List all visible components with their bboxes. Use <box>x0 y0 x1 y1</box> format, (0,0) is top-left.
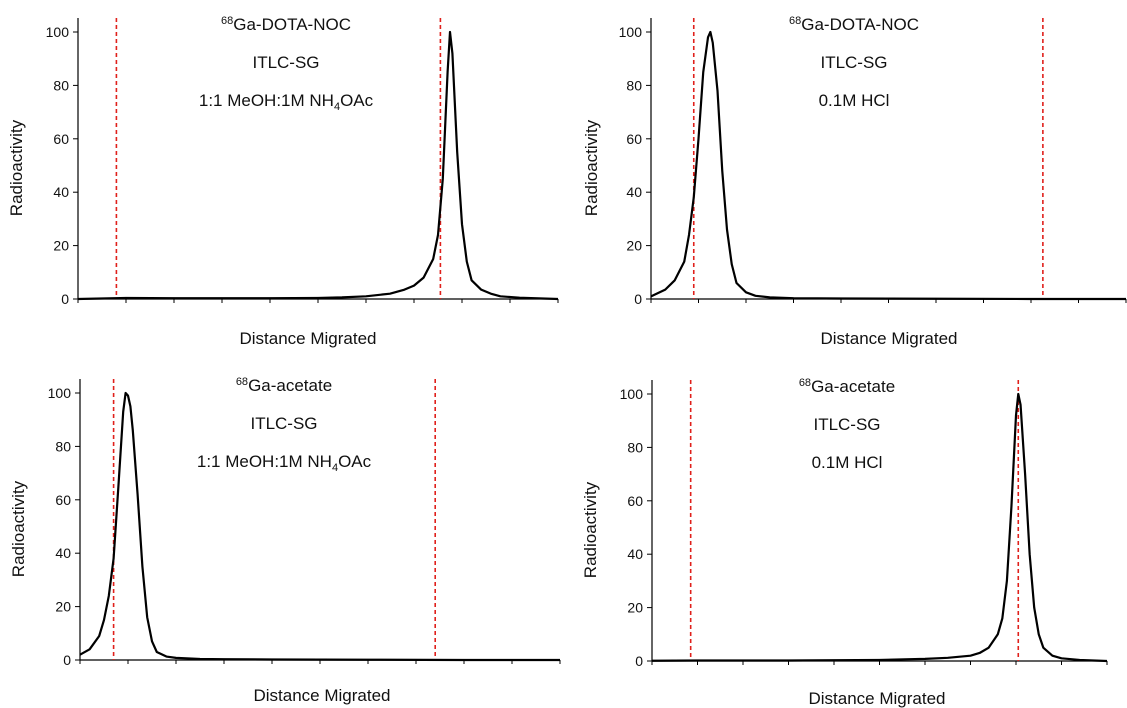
plot-area: 0 20 40 60 80 100 <box>48 379 561 668</box>
annotation-block: 68Ga-acetate ITLC-SG 0.1M HCl <box>799 377 895 472</box>
chart-panel-bottom-left: 0 20 40 60 80 100 68Ga-acetate ITLC-SG 1:1 Me… <box>9 376 561 705</box>
annotation-block: 68Ga-DOTA-NOC ITLC-SG 1:1 MeOH:1M NH4OAc <box>199 15 374 113</box>
plot-area: 0 20 40 60 80 100 <box>620 380 1108 669</box>
y-tick-label: 20 <box>55 599 71 615</box>
plot-area: 0 20 40 60 80 100 <box>46 18 559 307</box>
chart-panel-top-left: 0 20 40 60 80 100 68Ga-DOTA-NOC ITLC-SG 1:1 M… <box>7 15 559 348</box>
y-tick-label: 0 <box>635 653 643 669</box>
y-tick-label: 40 <box>627 546 643 562</box>
y-tick-label: 100 <box>619 24 643 40</box>
series-line <box>79 391 560 662</box>
x-axis-title: Distance Migrated <box>253 686 390 705</box>
y-axis-title: Radioactivity <box>9 480 28 577</box>
annotation-compound: 68Ga-DOTA-NOC <box>221 15 351 34</box>
annotation-solvent: 0.1M HCl <box>812 453 883 472</box>
y-axis-title: Radioactivity <box>7 119 26 216</box>
y-tick-label: 100 <box>48 385 72 401</box>
annotation-solvent: 0.1M HCl <box>819 91 890 110</box>
annotation-solvent: 1:1 MeOH:1M NH4OAc <box>199 91 374 113</box>
annotation-compound: 68Ga-DOTA-NOC <box>789 15 919 34</box>
chart-panel-bottom-right: 0 20 40 60 80 100 68Ga-acetate ITLC-SG 0.1M H… <box>581 377 1108 708</box>
annotation-plate: ITLC-SG <box>820 53 887 72</box>
series-line <box>77 30 559 301</box>
annotation-compound: 68Ga-acetate <box>799 377 895 396</box>
annotation-plate: ITLC-SG <box>250 414 317 433</box>
y-tick-label: 40 <box>53 184 69 200</box>
y-axis-title: Radioactivity <box>581 481 600 578</box>
y-tick-label: 60 <box>626 131 642 147</box>
annotation-compound: 68Ga-acetate <box>236 376 332 395</box>
y-tick-label: 0 <box>634 291 642 307</box>
annotation-block: 68Ga-acetate ITLC-SG 1:1 MeOH:1M NH4OAc <box>197 376 372 474</box>
annotation-plate: ITLC-SG <box>252 53 319 72</box>
annotation-plate: ITLC-SG <box>813 415 880 434</box>
y-tick-label: 20 <box>627 600 643 616</box>
y-tick-label: 80 <box>53 77 69 93</box>
x-axis-title: Distance Migrated <box>239 329 376 348</box>
plot-area: 0 20 40 60 80 100 <box>619 18 1127 307</box>
y-tick-label: 20 <box>53 238 69 254</box>
y-tick-label: 80 <box>627 439 643 455</box>
y-tick-label: 100 <box>46 24 70 40</box>
y-tick-label: 60 <box>55 492 71 508</box>
y-tick-label: 40 <box>55 545 71 561</box>
y-tick-label: 80 <box>626 77 642 93</box>
y-tick-label: 80 <box>55 438 71 454</box>
y-tick-label: 40 <box>626 184 642 200</box>
series-line <box>651 392 1108 663</box>
y-tick-label: 60 <box>627 493 643 509</box>
y-axis-title: Radioactivity <box>582 119 601 216</box>
y-tick-label: 20 <box>626 238 642 254</box>
y-tick-label: 0 <box>63 652 71 668</box>
y-tick-label: 60 <box>53 131 69 147</box>
annotation-solvent: 1:1 MeOH:1M NH4OAc <box>197 452 372 474</box>
x-axis-title: Distance Migrated <box>808 689 945 708</box>
y-tick-label: 100 <box>620 386 644 402</box>
series-line <box>650 30 1126 301</box>
annotation-block: 68Ga-DOTA-NOC ITLC-SG 0.1M HCl <box>789 15 919 110</box>
chart-panel-top-right: 0 20 40 60 80 100 68Ga-DOTA-NOC ITLC-SG 0.1M … <box>582 15 1127 348</box>
y-tick-label: 0 <box>61 291 69 307</box>
x-axis-title: Distance Migrated <box>820 329 957 348</box>
